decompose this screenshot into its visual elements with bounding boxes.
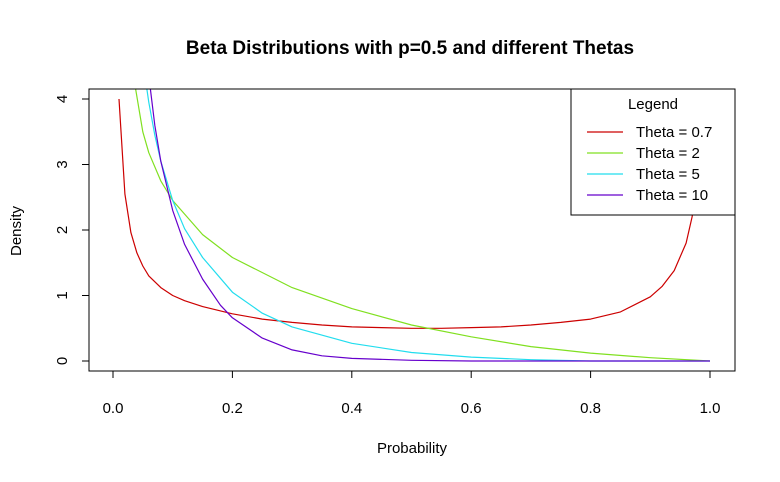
x-tick-label: 0.2: [222, 400, 243, 417]
x-axis-label: Probability: [377, 440, 448, 457]
y-tick-label: 2: [54, 226, 71, 234]
legend-label: Theta = 0.7: [636, 124, 712, 141]
y-axis-label: Density: [8, 205, 25, 256]
x-tick-label: 0.8: [580, 400, 601, 417]
legend-label: Theta = 10: [636, 187, 708, 204]
series-layer: [118, 89, 711, 362]
series-line-4: [149, 89, 710, 362]
y-tick-label: 4: [54, 95, 71, 103]
legend: Legend Theta = 0.7 Theta = 2 Theta = 5 Thet…: [570, 88, 736, 216]
series-line-2: [135, 89, 711, 362]
chart-title: Beta Distributions with p=0.5 and differ…: [186, 38, 634, 59]
x-tick-label: 0.4: [341, 400, 362, 417]
y-axis: 0 1 2 3 4: [54, 95, 90, 365]
series-line-1: [118, 98, 705, 329]
legend-title: Legend: [628, 96, 678, 113]
legend-label: Theta = 5: [636, 166, 700, 183]
y-tick-label: 1: [54, 291, 71, 299]
x-tick-label: 0.0: [103, 400, 124, 417]
x-tick-label: 0.6: [461, 400, 482, 417]
legend-box: [570, 88, 736, 216]
y-tick-label: 0: [54, 357, 71, 365]
y-tick-label: 3: [54, 160, 71, 168]
legend-label: Theta = 2: [636, 145, 700, 162]
x-tick-label: 1.0: [700, 400, 721, 417]
x-axis: 0.0 0.2 0.4 0.6 0.8 1.0: [103, 370, 721, 417]
